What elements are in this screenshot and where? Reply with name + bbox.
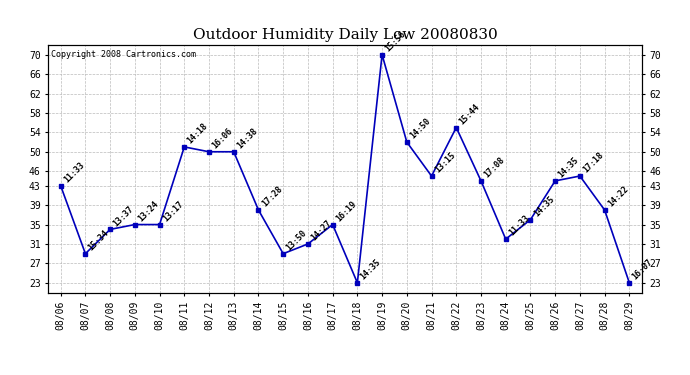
Text: 13:24: 13:24 — [136, 199, 160, 223]
Text: 14:35: 14:35 — [557, 156, 580, 180]
Text: 14:38: 14:38 — [235, 126, 259, 150]
Text: 15:44: 15:44 — [457, 102, 482, 126]
Text: 17:28: 17:28 — [260, 184, 284, 209]
Text: 14:22: 14:22 — [606, 184, 630, 209]
Text: 14:50: 14:50 — [408, 117, 432, 141]
Text: 13:37: 13:37 — [112, 204, 135, 228]
Text: 13:17: 13:17 — [161, 199, 185, 223]
Text: 16:19: 16:19 — [334, 199, 358, 223]
Text: 14:35: 14:35 — [359, 257, 383, 281]
Text: 16:06: 16:06 — [210, 126, 235, 150]
Text: 15:34: 15:34 — [87, 228, 111, 252]
Text: 16:07: 16:07 — [631, 257, 655, 281]
Text: 13:15: 13:15 — [433, 151, 457, 175]
Text: 17:18: 17:18 — [581, 151, 605, 175]
Text: Copyright 2008 Cartronics.com: Copyright 2008 Cartronics.com — [51, 50, 196, 59]
Text: 14:35: 14:35 — [532, 194, 556, 218]
Text: 11:33: 11:33 — [507, 214, 531, 238]
Text: 11:33: 11:33 — [62, 160, 86, 184]
Text: 14:27: 14:27 — [309, 219, 333, 243]
Text: 15:56: 15:56 — [384, 29, 408, 53]
Text: 14:18: 14:18 — [186, 122, 210, 146]
Text: 13:50: 13:50 — [284, 228, 308, 252]
Title: Outdoor Humidity Daily Low 20080830: Outdoor Humidity Daily Low 20080830 — [193, 28, 497, 42]
Text: 17:08: 17:08 — [482, 156, 506, 180]
